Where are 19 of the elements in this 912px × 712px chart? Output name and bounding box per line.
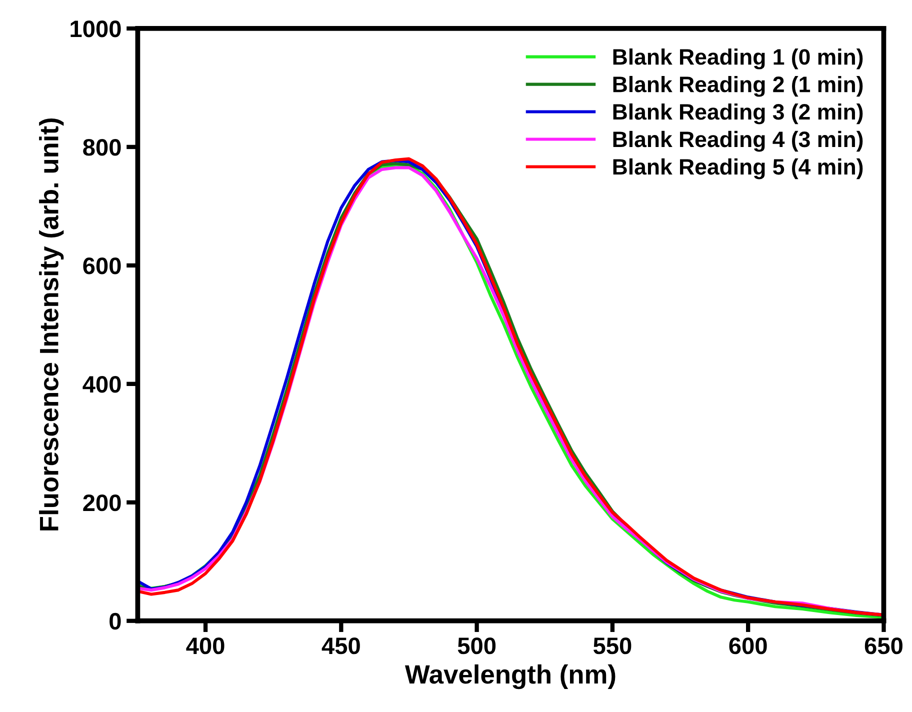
x-axis-title: Wavelength (nm): [404, 664, 616, 690]
legend-label: Blank Reading 4 (3 min): [613, 130, 863, 152]
legend-label: Blank Reading 1 (0 min): [613, 48, 863, 70]
y-tick-label: 600: [83, 258, 121, 274]
y-tick-label: 400: [82, 376, 121, 393]
x-tick-label: 650: [864, 637, 902, 654]
x-tick-label: 450: [322, 637, 360, 654]
x-tick-label: 400: [186, 637, 224, 654]
y-tick-label: 1000: [70, 20, 121, 38]
y-tick-label: 800: [83, 139, 121, 156]
x-tick-label: 550: [593, 637, 632, 654]
x-tick-label: 600: [729, 637, 767, 654]
y-axis-title: Fluorescence Intensity (arb. unit): [39, 118, 64, 530]
y-tick-label: 0: [110, 612, 121, 630]
x-tick-label: 500: [458, 637, 496, 654]
legend-label: Blank Reading 3 (2 min): [613, 103, 863, 124]
y-tick-label: 200: [83, 494, 121, 512]
legend-label: Blank Reading 5 (4 min): [613, 158, 863, 180]
legend-label: Blank Reading 2 (1 min): [613, 76, 863, 97]
